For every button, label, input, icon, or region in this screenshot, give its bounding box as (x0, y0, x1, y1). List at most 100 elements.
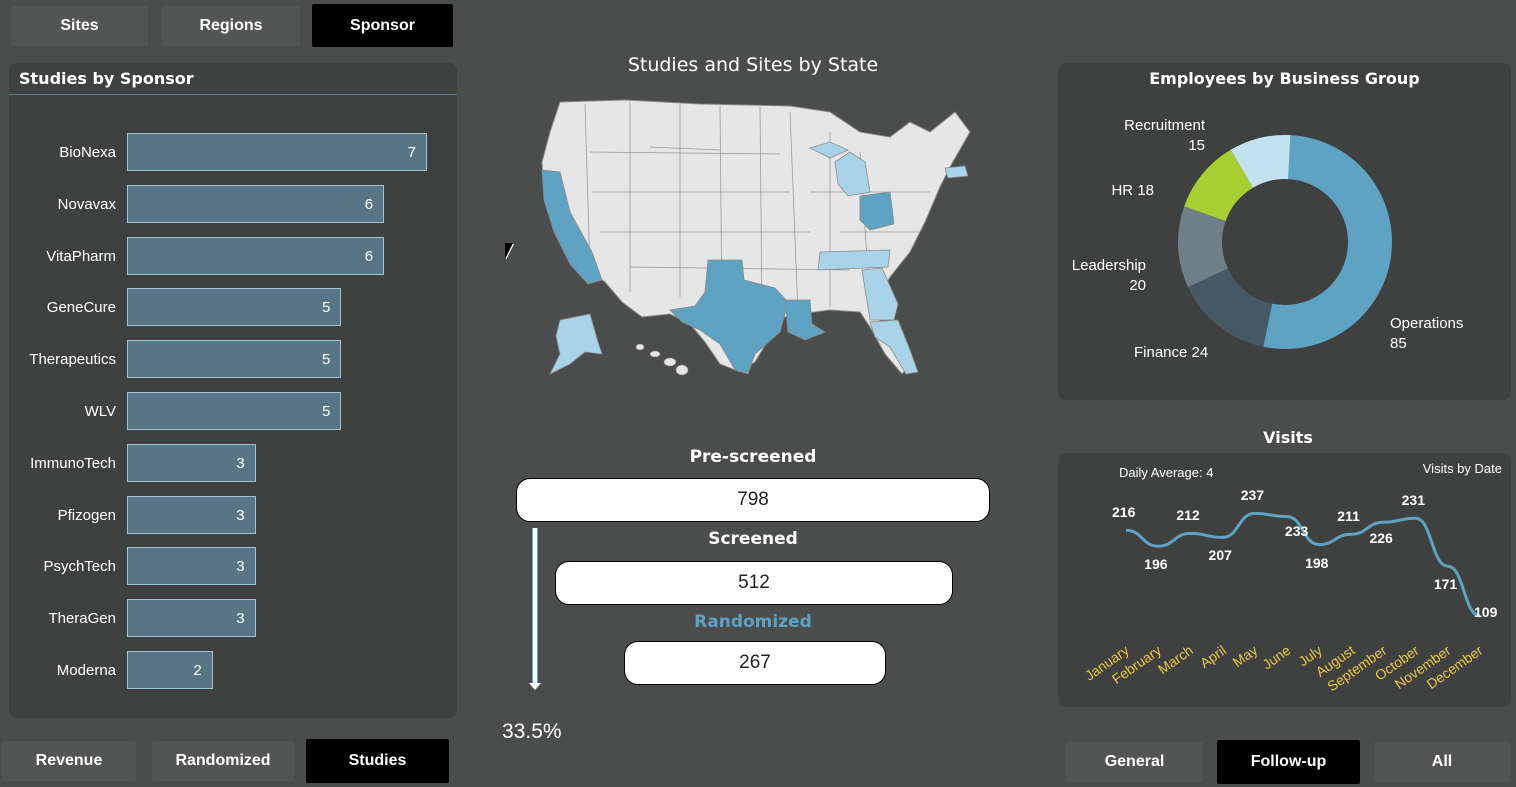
visits-line-chart (1125, 511, 1481, 618)
employees-title: Employees by Business Group (1149, 69, 1420, 88)
donut-label-leadership-name: Leadership (1071, 257, 1146, 274)
bar-row: BioNexa 7 (9, 133, 457, 173)
bar-category-label: ImmunoTech (30, 454, 116, 472)
mouse-cursor-icon (505, 243, 513, 259)
donut-label-operations-value: 85 (1390, 335, 1407, 352)
visits-value-label: 211 (1337, 508, 1360, 525)
bar-category-label: Moderna (56, 662, 116, 679)
bar-row: PsychTech 3 (9, 547, 457, 587)
donut-label-recruitment: Recruitment 15 (1110, 116, 1205, 156)
donut-slice-operations[interactable] (1263, 135, 1392, 349)
donut-slice-recruitment[interactable] (1230, 135, 1291, 189)
tab-studies[interactable]: Studies (306, 739, 449, 783)
visits-line (1125, 511, 1481, 618)
month-label: March (1155, 641, 1197, 678)
state-louisiana (784, 299, 826, 341)
bar-row: WLV 5 (9, 392, 457, 432)
tab-randomized[interactable]: Randomized (152, 741, 294, 781)
donut-slice-leadership[interactable] (1178, 206, 1229, 288)
bar-category-label: Therapeutics (29, 351, 116, 369)
state-florida (869, 319, 919, 375)
bar[interactable]: 5 (127, 340, 342, 379)
bar-category-label: PsychTech (43, 558, 116, 576)
visits-value-label: 207 (1208, 547, 1232, 564)
bar[interactable]: 2 (127, 651, 213, 689)
studies-by-sponsor-title: Studies by Sponsor (19, 69, 194, 88)
state-michigan-upper (808, 141, 849, 159)
visits-value-label: 237 (1240, 487, 1265, 504)
bar-row: Moderna 2 (9, 651, 457, 691)
conversion-arrow-head-icon (529, 683, 541, 690)
bar-row: ImmunoTech 3 (9, 443, 457, 484)
bar[interactable]: 3 (127, 547, 256, 586)
bar-value-label: 5 (321, 351, 331, 369)
donut-label-leadership: Leadership 20 (1060, 256, 1146, 296)
bar[interactable]: 5 (127, 392, 342, 430)
bar-value-label: 5 (321, 299, 331, 317)
funnel-value-prescreened: 798 (516, 478, 990, 522)
bar-category-label: BioNexa (59, 144, 116, 161)
donut-label-operations: Operations 85 (1390, 314, 1463, 354)
state-massachusetts (944, 165, 969, 179)
donut-slice-finance[interactable] (1187, 267, 1274, 347)
bar-row: TheraGen 3 (9, 599, 457, 639)
visits-value-label: 216 (1112, 504, 1136, 521)
state-texas (669, 259, 789, 375)
conversion-arrow (532, 528, 538, 684)
bar[interactable]: 6 (127, 184, 385, 223)
tab-regions[interactable]: Regions (162, 6, 300, 46)
visits-value-label: 226 (1369, 530, 1393, 547)
funnel-label-prescreened: Pre-screened (689, 447, 817, 467)
tab-sites[interactable]: Sites (11, 6, 148, 46)
state-tennessee (817, 249, 891, 271)
daily-average-text: Daily Average: 4 (1119, 465, 1214, 480)
bar-value-label: 3 (236, 610, 245, 628)
donut-slice-hr[interactable] (1184, 149, 1254, 222)
visits-value-label: 198 (1305, 554, 1329, 571)
tab-follow-up[interactable]: Follow-up (1217, 740, 1360, 784)
state-georgia (861, 267, 899, 321)
bar[interactable]: 3 (127, 495, 256, 534)
visits-panel: Daily Average: 4 Visits by Date (1058, 453, 1511, 707)
funnel-value-randomized: 267 (624, 641, 886, 685)
visits-by-date-link[interactable]: Visits by Date (1422, 461, 1502, 476)
map-title: Studies and Sites by State (627, 54, 879, 76)
donut-label-operations-name: Operations (1390, 315, 1464, 332)
conversion-rate: 33.5% (502, 720, 562, 743)
bar-value-label: 6 (364, 195, 374, 213)
visits-value-label: 171 (1433, 576, 1458, 593)
visits-value-label: 196 (1144, 556, 1168, 573)
donut-label-hr-value: 18 (1137, 182, 1154, 199)
tab-all[interactable]: All (1374, 742, 1510, 782)
bar-row: GeneCure 5 (9, 288, 457, 328)
funnel-value-screened: 512 (555, 561, 953, 605)
funnel-label-screened: Screened (708, 529, 798, 549)
us-states-map (541, 99, 971, 376)
bar[interactable]: 6 (127, 236, 385, 275)
employees-donut-chart (1178, 135, 1392, 349)
visits-value-label: 212 (1176, 507, 1200, 524)
visits-value-label: 233 (1284, 522, 1309, 539)
donut-label-finance: Finance 24 (1134, 343, 1208, 363)
state-ohio (859, 191, 895, 231)
state-michigan (834, 151, 871, 197)
bar-category-label: WLV (84, 403, 116, 420)
visits-title: Visits (1263, 428, 1313, 447)
funnel-label-randomized: Randomized (694, 612, 812, 632)
tab-revenue[interactable]: Revenue (2, 741, 136, 781)
bar-category-label: TheraGen (48, 610, 116, 628)
month-label: April (1196, 641, 1229, 672)
bar[interactable]: 3 (127, 599, 256, 638)
visits-labels: 216 January 196 February 212 March 207 April 237… (1058, 453, 1511, 707)
donut-label-recruitment-name: Recruitment (1124, 117, 1205, 134)
month-label: May (1229, 641, 1261, 671)
tab-sponsor[interactable]: Sponsor (312, 4, 453, 47)
bar[interactable]: 5 (127, 288, 342, 327)
visits-value-label: 109 (1474, 603, 1498, 620)
bar-value-label: 7 (407, 144, 416, 161)
month-label: June (1258, 641, 1293, 673)
tab-general[interactable]: General (1066, 742, 1203, 782)
bar[interactable]: 7 (127, 133, 427, 171)
bar[interactable]: 3 (127, 443, 256, 482)
state-california (541, 169, 603, 285)
